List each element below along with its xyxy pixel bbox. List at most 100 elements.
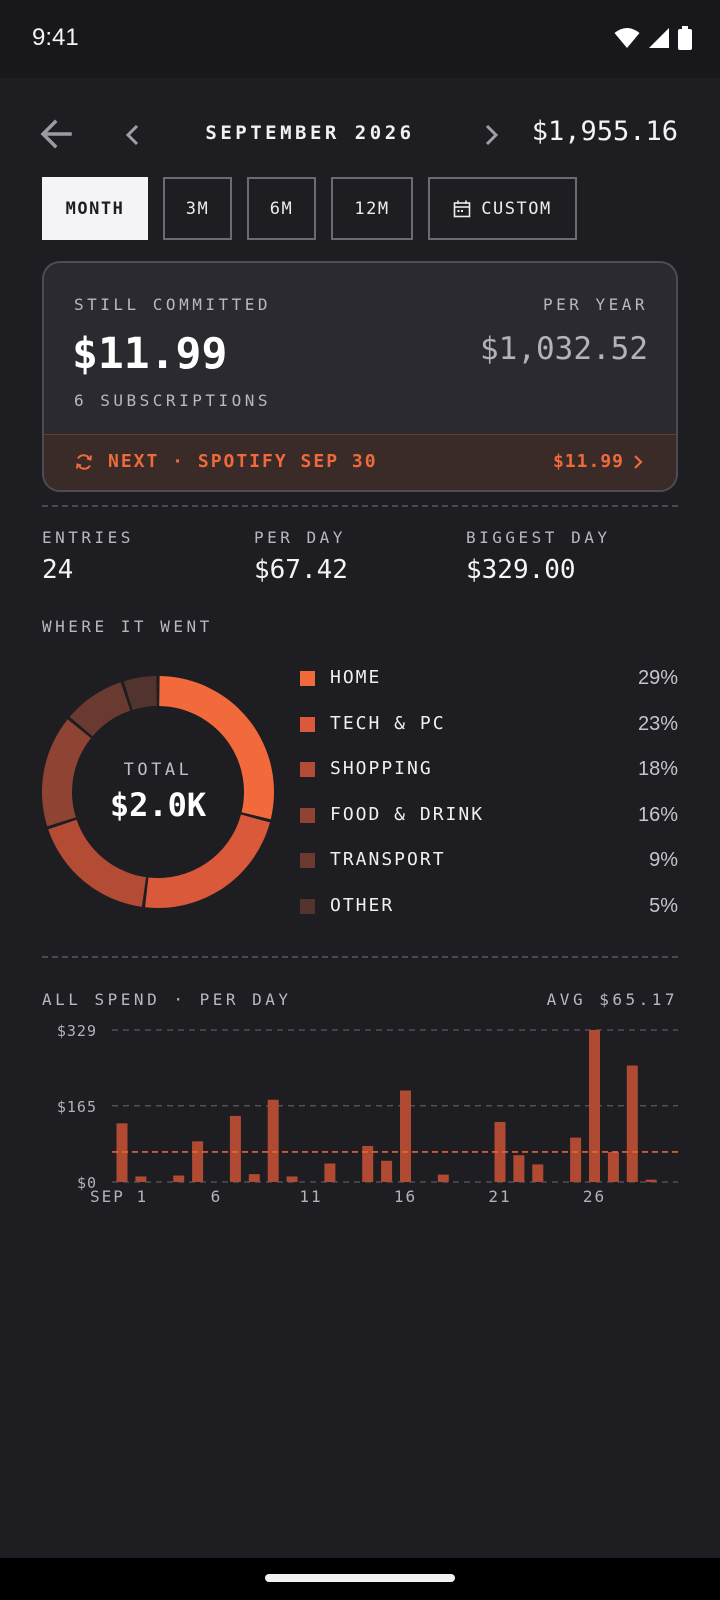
legend-name: OTHER <box>330 894 395 916</box>
category-donut-chart[interactable] <box>42 676 274 908</box>
legend-name: TECH & PC <box>330 712 446 734</box>
next-subscription-bar[interactable]: NEXT · SPOTIFY SEP 30 $11.99 <box>44 434 676 490</box>
tab-custom[interactable]: CUSTOM <box>428 177 577 240</box>
next-month-chevron-icon[interactable] <box>480 122 502 148</box>
legend-name: FOOD & DRINK <box>330 803 485 825</box>
y-tick-label: $0 <box>77 1174 97 1192</box>
x-tick-label: 16 <box>394 1187 417 1206</box>
legend-percent: 29% <box>637 667 678 689</box>
stat-biggest-day: BIGGEST DAY $329.00 <box>466 528 610 585</box>
x-tick-label: 21 <box>488 1187 511 1206</box>
legend-item-home[interactable]: HOME 29% <box>300 664 678 710</box>
per-year-value: $1,032.52 <box>480 331 648 367</box>
tab-label: 12M <box>354 198 390 219</box>
per-year-label: PER YEAR <box>542 295 648 314</box>
donut-slice[interactable] <box>42 719 91 827</box>
x-tick-label: 11 <box>299 1187 322 1206</box>
legend-name: TRANSPORT <box>330 849 446 870</box>
stat-label: BIGGEST DAY <box>466 528 611 547</box>
stat-value: $329.00 <box>466 555 576 585</box>
legend-swatch <box>300 716 315 732</box>
day-bar[interactable] <box>626 1065 638 1182</box>
next-subscription-text: NEXT · SPOTIFY SEP 30 <box>108 451 378 472</box>
tab-12m[interactable]: 12M <box>331 177 413 240</box>
day-bar[interactable] <box>645 1179 657 1182</box>
home-gesture-handle[interactable] <box>265 1574 455 1582</box>
tab-label: CUSTOM <box>481 198 552 219</box>
calendar-icon <box>453 200 471 217</box>
legend-item-other[interactable]: OTHER 5% <box>300 892 678 938</box>
range-tabs: MONTH 3M 6M 12M CUSTOM <box>42 177 577 240</box>
chart-title: ALL SPEND · PER DAY <box>42 990 292 1009</box>
donut-slice[interactable] <box>145 814 270 908</box>
back-arrow-icon[interactable] <box>38 116 74 152</box>
month-total: $1,955.16 <box>531 116 678 147</box>
next-subscription-amount: $11.99 <box>552 451 624 472</box>
previous-month-chevron-icon[interactable] <box>122 122 144 148</box>
tab-label: 3M <box>185 198 210 219</box>
stat-label: ENTRIES <box>42 528 134 547</box>
legend-percent: 23% <box>637 712 678 735</box>
day-bar[interactable] <box>607 1151 619 1182</box>
day-bar[interactable] <box>494 1121 506 1182</box>
committed-amount: $11.99 <box>72 329 228 379</box>
y-tick-label: $165 <box>57 1098 97 1116</box>
tab-label: 6M <box>269 198 294 219</box>
legend-swatch <box>300 807 315 823</box>
day-bar[interactable] <box>173 1175 185 1182</box>
legend-item-tech-pc[interactable]: TECH & PC 23% <box>300 710 678 756</box>
day-bar[interactable] <box>192 1141 204 1182</box>
stat-value: 24 <box>42 555 74 585</box>
legend-swatch <box>300 853 315 868</box>
day-bar[interactable] <box>324 1163 336 1182</box>
month-title[interactable]: SEPTEMBER 2026 <box>205 122 415 144</box>
legend-item-shopping[interactable]: SHOPPING 18% <box>300 755 678 801</box>
divider <box>42 505 678 507</box>
day-bar[interactable] <box>286 1176 298 1182</box>
tab-3m[interactable]: 3M <box>163 177 232 240</box>
repeat-icon <box>76 454 92 470</box>
x-tick-label: SEP 1 <box>90 1187 148 1206</box>
y-tick-label: $329 <box>57 1022 97 1040</box>
stat-value: $67.42 <box>254 555 348 585</box>
category-legend: HOME 29% TECH & PC 23% SHOPPING 18% FOOD… <box>300 664 678 937</box>
legend-swatch <box>300 671 315 686</box>
signal-icon <box>649 28 669 48</box>
legend-percent: 16% <box>637 803 678 826</box>
committed-card[interactable]: STILL COMMITTED PER YEAR $11.99 $1,032.5… <box>42 261 678 492</box>
day-bar[interactable] <box>267 1099 279 1182</box>
donut-total-label: TOTAL <box>123 760 193 780</box>
day-bar[interactable] <box>532 1164 544 1182</box>
legend-item-food-drink[interactable]: FOOD & DRINK 16% <box>300 801 678 847</box>
day-bar[interactable] <box>135 1176 147 1182</box>
tab-label: MONTH <box>65 198 125 219</box>
day-bar[interactable] <box>400 1090 411 1182</box>
legend-percent: 5% <box>649 894 678 917</box>
day-bar[interactable] <box>362 1145 374 1182</box>
donut-slice[interactable] <box>123 676 157 710</box>
legend-swatch <box>300 762 315 777</box>
day-bar[interactable] <box>570 1137 582 1182</box>
day-bar[interactable] <box>437 1174 449 1182</box>
divider <box>42 956 678 958</box>
donut-total-value: $2.0K <box>109 786 207 824</box>
day-bar[interactable] <box>589 1030 600 1182</box>
month-header: SEPTEMBER 2026 $1,955.16 <box>0 112 720 160</box>
donut-slice[interactable] <box>48 819 147 907</box>
donut-slice[interactable] <box>159 676 274 820</box>
day-bar[interactable] <box>513 1155 525 1182</box>
where-it-went-label: WHERE IT WENT <box>42 617 213 636</box>
subscriptions-count: 6 SUBSCRIPTIONS <box>74 391 271 410</box>
legend-item-transport[interactable]: TRANSPORT 9% <box>300 846 678 892</box>
legend-percent: 18% <box>637 758 678 780</box>
day-bar[interactable] <box>229 1115 241 1182</box>
donut-slice[interactable] <box>69 682 131 737</box>
wifi-icon <box>614 28 640 48</box>
tab-month[interactable]: MONTH <box>42 177 148 240</box>
day-bar[interactable] <box>248 1174 260 1182</box>
navigation-bar <box>0 1558 720 1600</box>
tab-6m[interactable]: 6M <box>247 177 316 240</box>
battery-icon <box>678 26 692 50</box>
day-bar[interactable] <box>381 1160 393 1182</box>
